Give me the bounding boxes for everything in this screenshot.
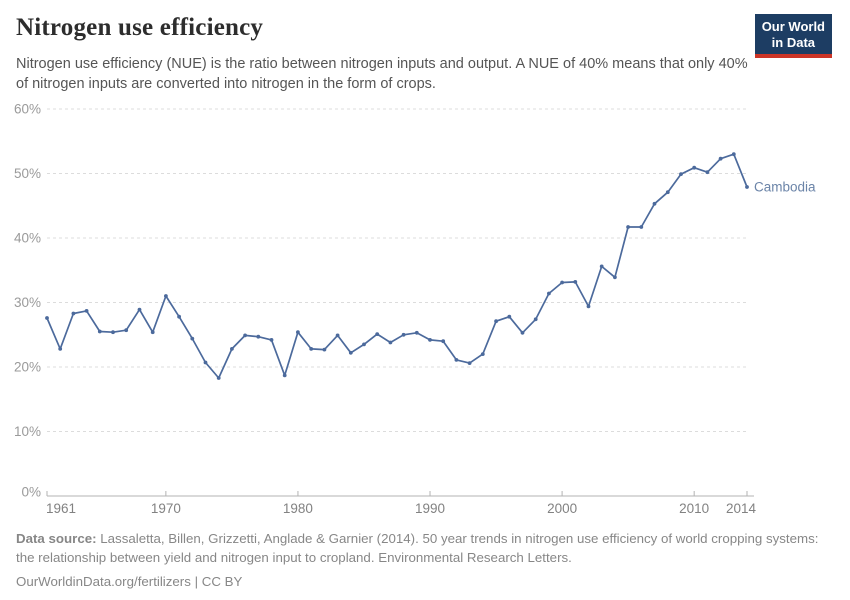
data-point[interactable] bbox=[388, 340, 393, 345]
x-axis-tick-label: 1980 bbox=[283, 501, 313, 516]
series-end-label[interactable]: Cambodia bbox=[754, 180, 816, 195]
data-point[interactable] bbox=[428, 338, 432, 342]
data-point[interactable] bbox=[348, 350, 353, 355]
data-point[interactable] bbox=[639, 225, 644, 229]
data-point[interactable] bbox=[573, 280, 578, 284]
y-axis-tick-label: 60% bbox=[14, 102, 41, 117]
owid-logo[interactable]: Our World in Data bbox=[754, 14, 832, 59]
owid-logo-line1: Our World bbox=[761, 19, 825, 34]
data-point[interactable] bbox=[203, 360, 208, 365]
data-point[interactable] bbox=[560, 280, 564, 285]
data-point[interactable] bbox=[507, 314, 512, 319]
data-point[interactable] bbox=[731, 152, 736, 157]
data-point[interactable] bbox=[124, 328, 129, 333]
x-axis-tick-label: 2000 bbox=[547, 501, 577, 516]
license-line: OurWorldinData.org/fertilizers | CC BY bbox=[16, 572, 834, 591]
data-point[interactable] bbox=[296, 330, 300, 335]
owid-logo-line2: in Data bbox=[771, 34, 816, 50]
data-point[interactable] bbox=[282, 373, 287, 378]
data-point[interactable] bbox=[745, 185, 749, 189]
data-point[interactable] bbox=[97, 329, 102, 334]
data-point[interactable] bbox=[599, 264, 604, 269]
chart-footer: Data source: Lassaletta, Billen, Grizzet… bbox=[16, 529, 834, 591]
chart-subtitle: Nitrogen use efficiency (NUE) is the rat… bbox=[16, 56, 748, 93]
data-point[interactable] bbox=[586, 304, 591, 309]
y-axis-tick-label: 40% bbox=[14, 231, 41, 246]
data-point[interactable] bbox=[111, 330, 115, 335]
data-point[interactable] bbox=[480, 352, 485, 356]
data-point[interactable] bbox=[520, 330, 525, 335]
data-source-text: Lassaletta, Billen, Grizzetti, Anglade &… bbox=[16, 531, 819, 566]
data-point[interactable] bbox=[269, 338, 274, 342]
data-point[interactable] bbox=[494, 319, 498, 324]
data-point[interactable] bbox=[71, 311, 76, 316]
data-point[interactable] bbox=[467, 361, 472, 365]
y-axis-tick-label: 30% bbox=[14, 295, 41, 310]
data-point[interactable] bbox=[533, 317, 538, 322]
data-point[interactable] bbox=[692, 165, 697, 170]
data-point[interactable] bbox=[335, 333, 340, 338]
data-point[interactable] bbox=[401, 332, 406, 337]
data-point[interactable] bbox=[705, 170, 710, 175]
data-point[interactable] bbox=[362, 342, 366, 347]
data-point[interactable] bbox=[137, 307, 142, 312]
data-point[interactable] bbox=[309, 347, 314, 351]
y-axis-tick-label: 0% bbox=[21, 485, 41, 500]
license-cc[interactable]: CC BY bbox=[201, 574, 243, 590]
data-point[interactable] bbox=[441, 339, 446, 344]
data-point[interactable] bbox=[613, 275, 617, 280]
license-url[interactable]: OurWorldinData.org/fertilizers bbox=[16, 574, 191, 590]
x-axis-tick-label: 1990 bbox=[415, 501, 445, 516]
data-point[interactable] bbox=[626, 225, 630, 229]
x-axis-tick-label: 1961 bbox=[46, 501, 76, 516]
data-point[interactable] bbox=[243, 333, 248, 338]
data-point[interactable] bbox=[190, 336, 195, 341]
data-point[interactable] bbox=[718, 156, 723, 161]
data-point[interactable] bbox=[665, 190, 670, 195]
data-point[interactable] bbox=[45, 316, 49, 320]
chart-line[interactable] bbox=[46, 153, 748, 379]
data-source-label: Data source: bbox=[16, 531, 97, 546]
x-axis-tick-label: 1970 bbox=[151, 501, 181, 516]
page-title: Nitrogen use efficiency bbox=[16, 14, 264, 41]
data-point[interactable] bbox=[164, 294, 168, 298]
data-point[interactable] bbox=[216, 376, 221, 380]
y-axis-tick-label: 10% bbox=[14, 424, 41, 439]
data-point[interactable] bbox=[454, 358, 459, 362]
x-axis-tick-label: 2014 bbox=[726, 501, 757, 516]
data-point[interactable] bbox=[414, 330, 419, 335]
data-point[interactable] bbox=[177, 314, 182, 319]
data-point[interactable] bbox=[652, 201, 657, 206]
data-point[interactable] bbox=[230, 347, 234, 351]
data-point[interactable] bbox=[679, 172, 683, 177]
y-axis-tick-label: 50% bbox=[14, 166, 41, 181]
data-point[interactable] bbox=[84, 309, 89, 313]
data-point[interactable] bbox=[58, 347, 63, 351]
y-axis-tick-label: 20% bbox=[14, 360, 41, 375]
data-point[interactable] bbox=[322, 347, 327, 352]
data-source-line: Data source: Lassaletta, Billen, Grizzet… bbox=[16, 529, 834, 567]
data-point[interactable] bbox=[375, 332, 380, 336]
data-point[interactable] bbox=[150, 330, 155, 335]
x-axis-tick-label: 2010 bbox=[679, 501, 709, 516]
data-point[interactable] bbox=[256, 334, 261, 339]
data-point[interactable] bbox=[547, 291, 551, 296]
license-separator: | bbox=[190, 574, 202, 590]
